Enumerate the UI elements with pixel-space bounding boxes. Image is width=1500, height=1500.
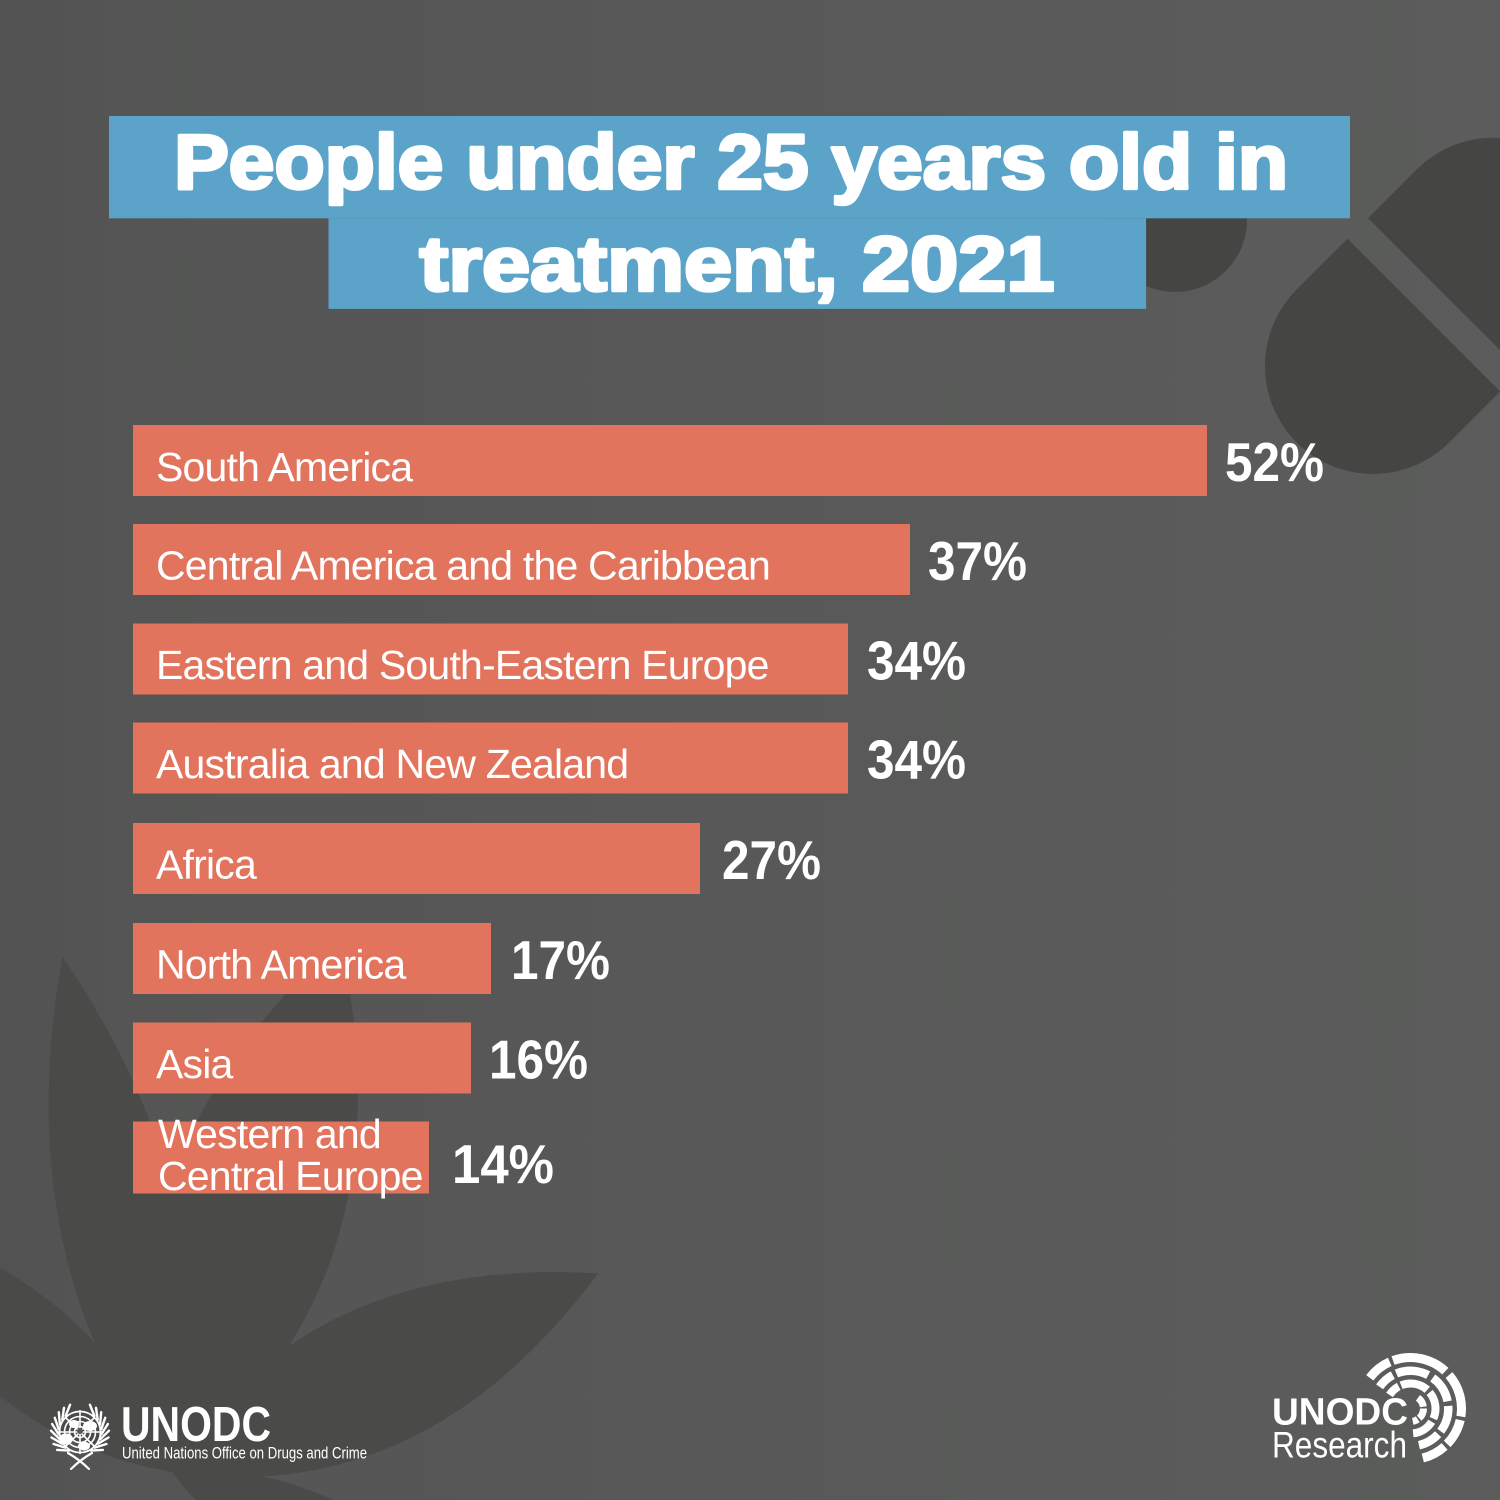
svg-text:Research: Research [1272, 1425, 1407, 1466]
svg-text:Asia: Asia [156, 1041, 234, 1087]
svg-text:37%: 37% [928, 531, 1027, 592]
svg-text:UNODC: UNODC [121, 1398, 271, 1452]
svg-text:Africa: Africa [156, 842, 257, 888]
svg-text:United Nations Office on Drugs: United Nations Office on Drugs and Crime [122, 1445, 367, 1463]
svg-text:Eastern and South-Eastern Euro: Eastern and South-Eastern Europe [156, 642, 769, 688]
svg-text:34%: 34% [867, 631, 966, 692]
svg-text:treatment, 2021: treatment, 2021 [420, 222, 1055, 308]
svg-text:People under 25 years old in: People under 25 years old in [174, 120, 1288, 206]
svg-text:Central Europe: Central Europe [158, 1153, 423, 1199]
svg-text:UNODC: UNODC [1272, 1392, 1408, 1434]
svg-text:Central America and the Caribb: Central America and the Caribbean [156, 543, 770, 589]
svg-text:South America: South America [156, 444, 413, 490]
svg-text:27%: 27% [722, 830, 821, 891]
svg-text:17%: 17% [511, 930, 610, 991]
svg-text:14%: 14% [452, 1134, 554, 1195]
svg-text:Western and: Western and [158, 1111, 381, 1157]
svg-text:North America: North America [156, 942, 406, 988]
svg-text:52%: 52% [1225, 432, 1324, 493]
svg-text:Australia and New Zealand: Australia and New Zealand [156, 741, 628, 787]
svg-text:16%: 16% [489, 1030, 588, 1091]
svg-text:34%: 34% [867, 730, 966, 791]
